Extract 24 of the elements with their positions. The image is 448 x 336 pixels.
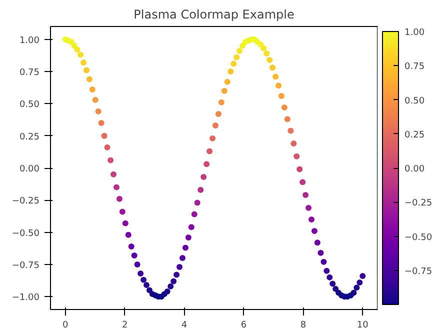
color-bar-label: −0.25 [404, 198, 432, 209]
y-tick-label: 0.75 [19, 68, 40, 78]
y-tick-label: 1.00 [19, 36, 40, 46]
color-bar-label: 0.50 [404, 96, 425, 106]
y-tick-label: 0.00 [19, 164, 40, 174]
x-tick-label: 10 [356, 320, 369, 330]
x-tick-label: 6 [240, 320, 247, 330]
x-tick-label: 0 [62, 320, 68, 330]
y-tick-label: −0.75 [12, 260, 40, 271]
y-tick-label: 0.25 [19, 132, 40, 142]
chart-title: Plasma Colormap Example [134, 8, 294, 22]
color-bar-label: −0.50 [404, 232, 432, 243]
color-bar-label: −0.75 [404, 266, 432, 277]
y-tick-label: −1.00 [12, 293, 40, 304]
x-tick-label: 4 [181, 320, 188, 330]
y-tick-label: 0.50 [19, 100, 40, 110]
x-tick-label: 8 [300, 320, 306, 330]
y-tick-label: −0.25 [12, 196, 40, 207]
color-bar-label: 0.75 [404, 62, 425, 72]
color-bar-label: 0.00 [404, 164, 425, 174]
x-tick-label: 2 [122, 320, 128, 330]
y-tick-label: −0.50 [12, 228, 40, 239]
color-bar-label: 1.00 [404, 28, 425, 38]
color-bar-label: 0.25 [404, 130, 425, 140]
